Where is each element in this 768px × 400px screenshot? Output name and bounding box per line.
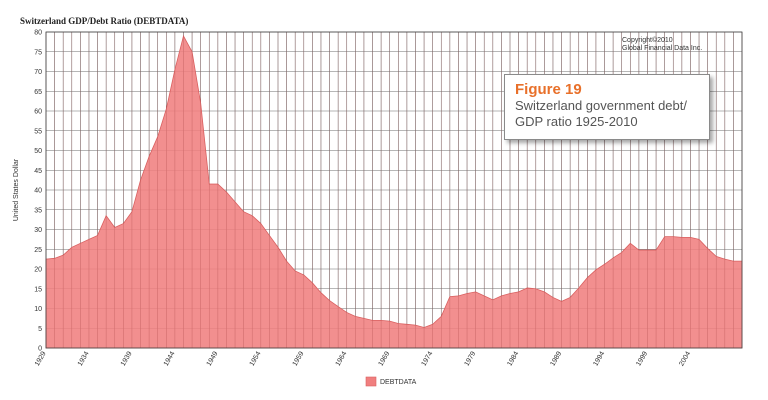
- legend-label-debtdata: DEBTDATA: [380, 379, 417, 386]
- figure-label: Figure 19: [515, 81, 582, 98]
- y-tick-label: 75: [34, 49, 42, 56]
- x-tick-label: 1994: [592, 350, 606, 367]
- y-tick-label: 35: [34, 207, 42, 214]
- y-tick-label: 0: [38, 346, 42, 353]
- y-tick-label: 25: [34, 247, 42, 254]
- plot-frame: [45, 31, 743, 349]
- x-tick-label: 1949: [206, 350, 220, 367]
- y-tick-labels: 0 5 10 15 20 25 30 35 40 45 50 55 60 65 70 75 80: [34, 30, 42, 353]
- plot-border: [45, 31, 743, 349]
- x-tick-label: 1989: [549, 350, 563, 367]
- x-tick-label: 1934: [77, 350, 91, 367]
- x-tick-label: 1999: [635, 350, 649, 367]
- y-tick-label: 80: [34, 30, 42, 37]
- x-tick-label: 1969: [378, 350, 392, 367]
- y-tick-label: 60: [34, 109, 42, 116]
- x-tick-label: 1944: [163, 350, 177, 367]
- y-tick-label: 5: [38, 326, 42, 333]
- y-tick-label: 65: [34, 89, 42, 96]
- y-tick-label: 15: [34, 286, 42, 293]
- x-tick-labels: 1929 1934 1939 1944 1949 1954 1959 1964 1969 1974…: [34, 350, 692, 367]
- y-tick-label: 55: [34, 128, 42, 135]
- legend-swatch-debtdata: [365, 376, 377, 387]
- y-axis-label: United States Dollar: [13, 158, 20, 221]
- figure-caption-box: Figure 19 Switzerland government debt/ G…: [504, 74, 710, 140]
- y-tick-label: 40: [34, 188, 42, 195]
- x-tick-label: 1964: [335, 350, 349, 367]
- x-tick-label: 1929: [34, 350, 48, 367]
- x-tick-label: 2004: [678, 350, 692, 367]
- y-tick-label: 45: [34, 168, 42, 175]
- figure-caption-line-1: Switzerland government debt/: [515, 98, 687, 113]
- y-tick-label: 20: [34, 267, 42, 274]
- y-tick-label: 10: [34, 306, 42, 313]
- copyright-line-1: Copyright©2010: [622, 36, 673, 44]
- x-tick-label: 1984: [506, 350, 520, 367]
- x-tick-label: 1939: [120, 350, 134, 367]
- x-tick-label: 1974: [421, 350, 435, 367]
- chart-title: Switzerland GDP/Debt Ratio (DEBTDATA): [20, 16, 188, 26]
- series-area-debtdata: [45, 34, 743, 349]
- figure-caption-line-2: GDP ratio 1925-2010: [515, 114, 638, 129]
- y-tick-label: 70: [34, 69, 42, 76]
- x-tick-label: 1979: [464, 350, 478, 367]
- y-tick-label: 50: [34, 148, 42, 155]
- x-tick-label: 1954: [249, 350, 263, 367]
- x-tick-label: 1959: [292, 350, 306, 367]
- copyright-line-2: Global Financial Data Inc.: [622, 45, 702, 52]
- y-tick-label: 30: [34, 227, 42, 234]
